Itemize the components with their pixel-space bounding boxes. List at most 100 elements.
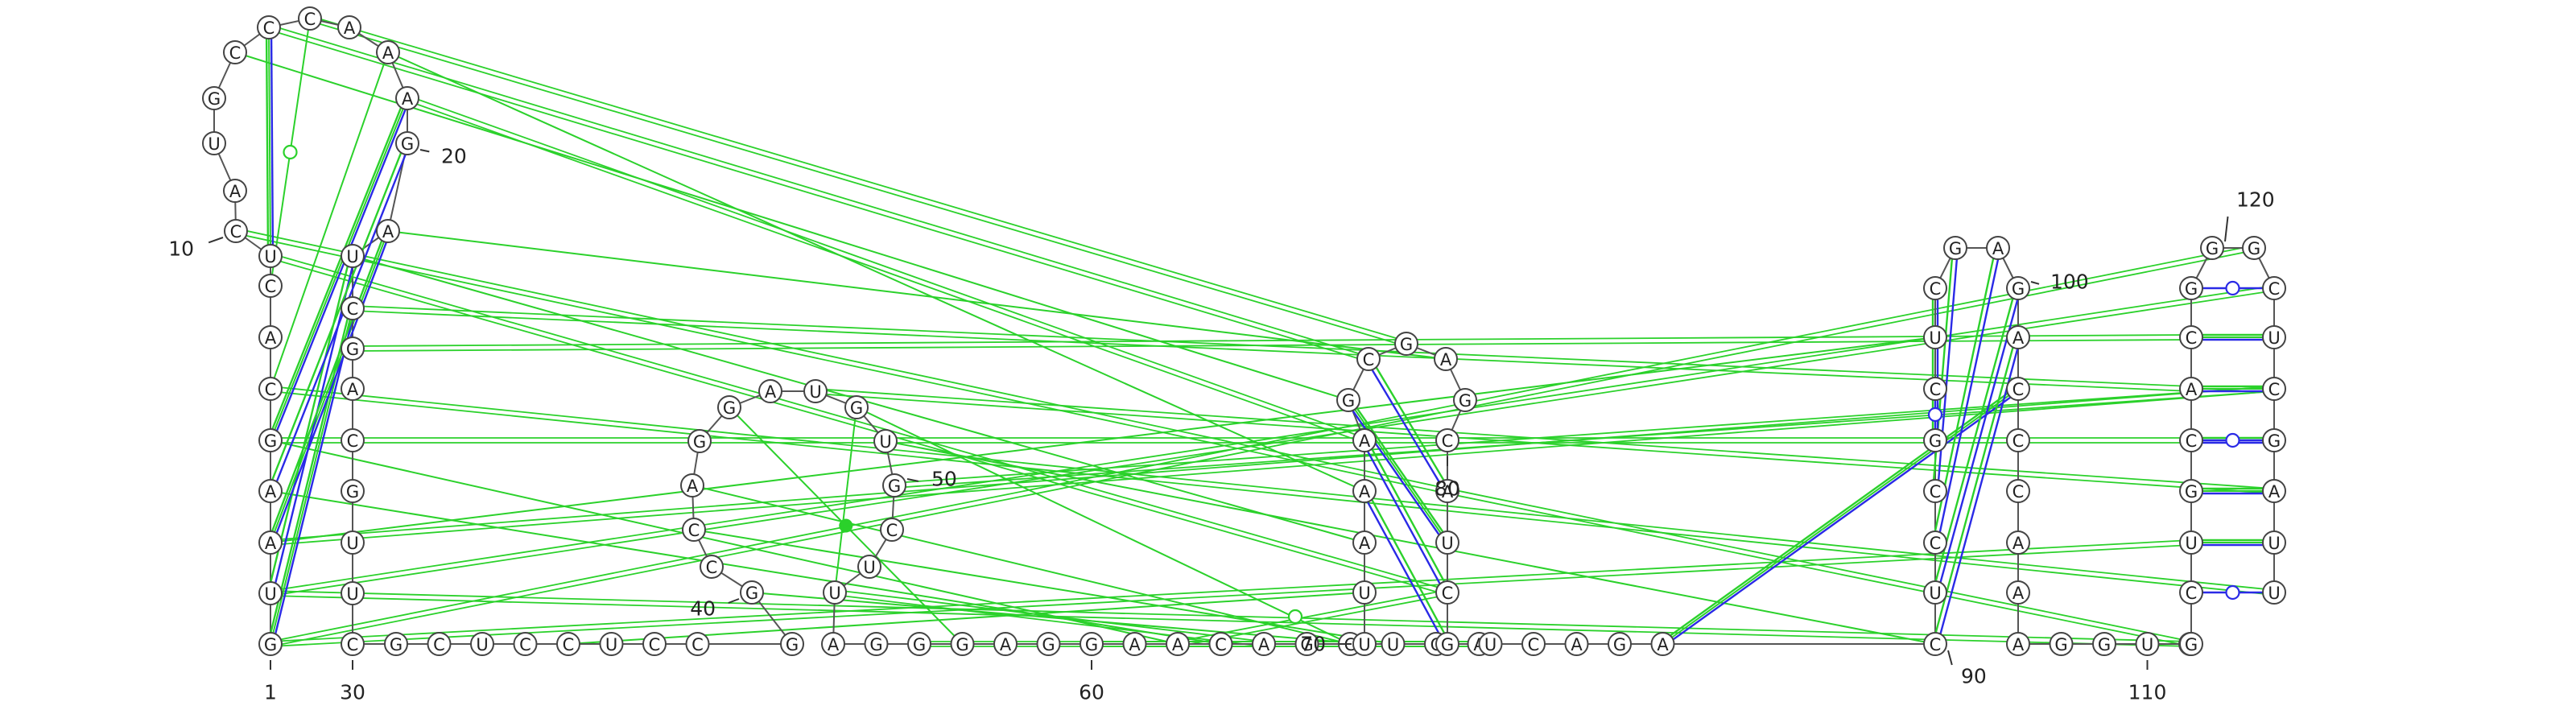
canonical-pair-line bbox=[267, 229, 387, 543]
canonical-pair-line bbox=[1365, 438, 1451, 592]
nucleotide-circle bbox=[341, 428, 365, 452]
nucleotide-circle bbox=[821, 632, 845, 656]
nucleotide: G bbox=[1943, 236, 1967, 260]
nucleotide-circle bbox=[2006, 479, 2030, 503]
nucleotide: G bbox=[258, 632, 283, 656]
nucleotide: A bbox=[2006, 580, 2030, 605]
nucleotide: A bbox=[2006, 530, 2030, 555]
noncanonical-line bbox=[815, 388, 2275, 489]
nucleotide-letter: G bbox=[264, 431, 277, 451]
nucleotide: A bbox=[2006, 325, 2030, 349]
nucleotide: C bbox=[1435, 580, 1459, 605]
nucleotide-letter: C bbox=[519, 635, 531, 654]
nucleotide: A bbox=[680, 473, 704, 497]
nucleotide: G bbox=[1435, 632, 1459, 656]
nucleotide-letter: G bbox=[786, 635, 799, 654]
nucleotide-circle bbox=[1352, 479, 1377, 503]
nucleotide-circle bbox=[680, 473, 704, 497]
nucleotide: U bbox=[823, 580, 847, 605]
nucleotide-letter: G bbox=[1949, 239, 1962, 258]
nucleotide: G bbox=[395, 131, 419, 155]
index-label: 10 bbox=[168, 237, 194, 261]
nucleotide-circle bbox=[2006, 325, 2030, 349]
nucleotide: C bbox=[1208, 632, 1233, 656]
nucleotide: G bbox=[1608, 632, 1632, 656]
noncanonical-line bbox=[815, 393, 2274, 494]
nucleotide: U bbox=[2135, 632, 2160, 656]
canonical-pair-line bbox=[271, 308, 357, 645]
nucleotide-letter: A bbox=[344, 19, 356, 38]
nucleotide: G bbox=[2179, 479, 2203, 503]
nucleotide-letter: C bbox=[2186, 584, 2198, 603]
nucleotide-letter: C bbox=[230, 222, 242, 241]
nucleotide: C bbox=[2006, 377, 2030, 401]
nucleotide-letter: C bbox=[1442, 584, 1454, 603]
nucleotide-letter: G bbox=[401, 134, 414, 154]
nucleotide-circle bbox=[907, 632, 931, 656]
nucleotide-letter: G bbox=[850, 398, 863, 418]
nucleotide: G bbox=[1923, 428, 1947, 452]
noncanonical-line bbox=[270, 539, 2191, 642]
nucleotide: G bbox=[2179, 276, 2203, 300]
nucleotide-circle bbox=[740, 580, 764, 605]
nucleotide-circle bbox=[993, 632, 1018, 656]
noncanonical-line bbox=[234, 52, 1349, 401]
noncanonical-line bbox=[691, 485, 1351, 645]
wobble-marker bbox=[1927, 407, 1943, 423]
noncanonical-line bbox=[236, 228, 1448, 489]
nucleotide: U bbox=[2179, 530, 2203, 555]
noncanonical-marker bbox=[283, 144, 298, 160]
canonical-pair-line bbox=[1369, 357, 1451, 491]
nucleotide: U bbox=[1435, 530, 1459, 555]
nucleotide: C bbox=[1923, 276, 1947, 300]
nucleotide-circle bbox=[258, 377, 283, 401]
nucleotide-letter: G bbox=[745, 584, 758, 603]
nucleotide-circle bbox=[1434, 347, 1458, 371]
nucleotide-circle bbox=[2006, 276, 2030, 300]
nucleotide-circle bbox=[1122, 632, 1147, 656]
nucleotide: A bbox=[1650, 632, 1675, 656]
nucleotide-letter: A bbox=[1359, 482, 1371, 502]
nucleotide: G bbox=[1336, 388, 1360, 412]
noncanonical-line bbox=[269, 258, 1447, 596]
nucleotide: C bbox=[2262, 276, 2286, 300]
noncanonical-line bbox=[270, 590, 2192, 642]
nucleotide: C bbox=[1923, 479, 1947, 503]
nucleotide-circle bbox=[2006, 632, 2030, 656]
nucleotide-letter: G bbox=[888, 477, 901, 496]
nucleotide-circle bbox=[1435, 479, 1459, 503]
nucleotide-circle bbox=[1923, 428, 1947, 452]
nucleotide-letter: C bbox=[2186, 431, 2198, 451]
nucleotide: U bbox=[1923, 325, 1947, 349]
canonical-pair-line bbox=[1936, 248, 2002, 543]
nucleotide: C bbox=[880, 518, 904, 542]
nucleotide: G bbox=[864, 632, 889, 656]
nucleotide-circle bbox=[1356, 347, 1381, 371]
canonical-pair-line bbox=[266, 255, 352, 593]
nucleotide-letter: U bbox=[2268, 328, 2280, 348]
noncanonical-line bbox=[693, 529, 1393, 645]
nucleotide: C bbox=[2006, 479, 2030, 503]
nucleotide-letter: C bbox=[1528, 635, 1540, 654]
nucleotide-circle bbox=[223, 40, 247, 64]
nucleotide-letter: A bbox=[382, 43, 394, 63]
noncanonical-line bbox=[834, 594, 1264, 647]
canonical-pair-line bbox=[1365, 359, 1447, 493]
nucleotide-circle bbox=[341, 581, 365, 605]
nucleotide: G bbox=[780, 632, 804, 656]
nucleotide: C bbox=[685, 632, 710, 656]
canonical-pair-line bbox=[1361, 440, 1447, 595]
nucleotide-circle bbox=[2262, 325, 2286, 349]
nucleotide-circle bbox=[2179, 530, 2203, 555]
nucleotide-circle bbox=[1352, 530, 1377, 555]
nucleotide: C bbox=[2179, 580, 2203, 605]
nucleotide-circle bbox=[337, 15, 361, 39]
nucleotide-circle bbox=[1923, 479, 1947, 503]
nucleotide-circle bbox=[2135, 632, 2160, 656]
nucleotide-letter: C bbox=[886, 521, 898, 540]
nucleotide: U bbox=[1923, 580, 1947, 605]
nucleotide: A bbox=[1352, 428, 1377, 452]
noncanonical-line bbox=[267, 29, 1368, 362]
